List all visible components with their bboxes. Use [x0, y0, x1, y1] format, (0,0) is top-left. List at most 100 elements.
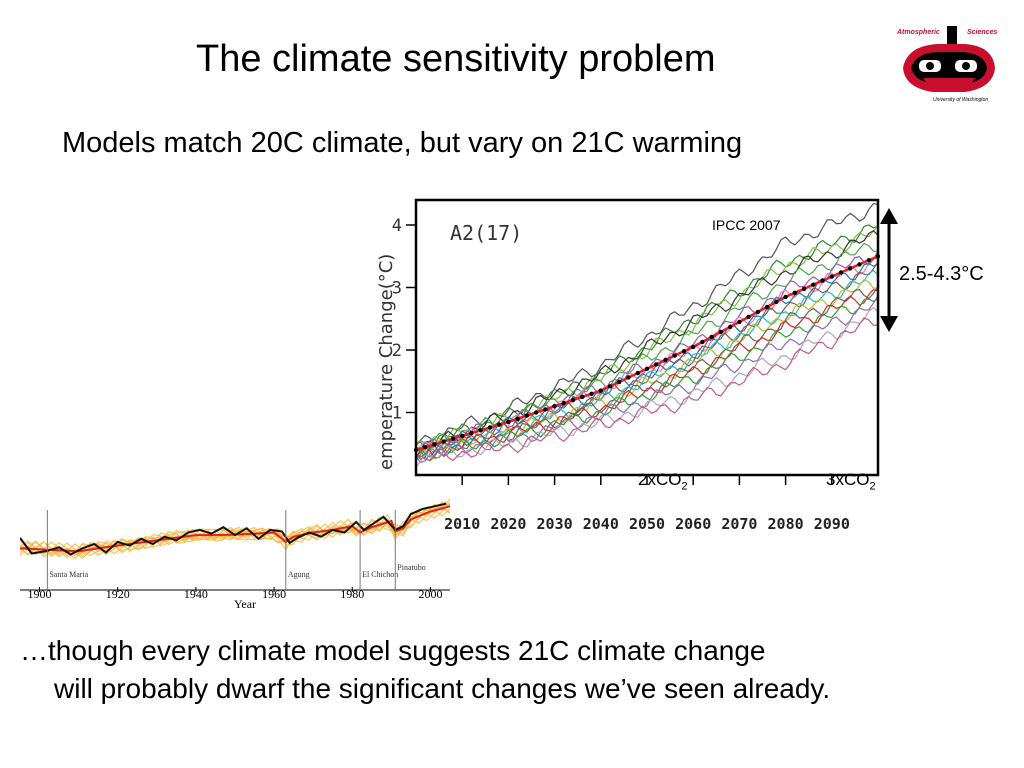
proj-ensemble-mean-point: [487, 425, 493, 430]
proj-ensemble-mean-point: [543, 407, 548, 412]
proj-ensemble-mean-point: [691, 344, 696, 350]
proj-y-tick-label: 3: [392, 279, 402, 299]
projection-temperature-chart: 1 2 3 4 2010 2020 2030 2040 2050 2060 2070 2080 2090…: [376, 198, 880, 533]
proj-x-tick-label: 2090: [814, 515, 850, 533]
proj-source-label: IPCC 2007: [712, 217, 781, 233]
proj-x-tick-label: 2040: [583, 515, 619, 533]
proj-model-line: [415, 295, 879, 464]
hist-volcano-label: Agung: [288, 570, 310, 579]
logo-text-right: Sciences: [967, 29, 997, 36]
proj-ensemble-mean-point: [533, 410, 539, 415]
proj-ensemble-mean-point: [792, 290, 797, 295]
proj-y-tick-label: 1: [392, 404, 402, 424]
proj-ensemble-mean-point: [552, 404, 557, 409]
proj-x-tick-label: 2060: [675, 515, 711, 533]
co2-2x-label: 2xCO2: [638, 470, 688, 493]
proj-model-line: [415, 261, 879, 461]
proj-ensemble-mean-point: [432, 442, 437, 447]
proj-ensemble-mean-point: [718, 329, 724, 335]
proj-ensemble-mean-point: [801, 286, 807, 291]
hist-volcano-label: Pinatubo: [397, 563, 425, 572]
proj-model-line: [415, 278, 879, 453]
proj-ensemble-mean-point: [626, 375, 631, 380]
proj-x-tick-label: 2030: [537, 515, 573, 533]
proj-ensemble-mean-point: [570, 397, 576, 403]
caption-line-1: …though every climate model suggests 21C…: [20, 635, 766, 666]
proj-ensemble-mean-point: [460, 433, 465, 439]
hist-x-tick-label: 2000: [418, 587, 442, 601]
proj-x-tick-label: 2020: [490, 515, 526, 533]
proj-y-tick-label: 2: [392, 341, 402, 361]
proj-ensemble-mean-point: [700, 339, 705, 345]
proj-ensemble-mean-point: [635, 370, 640, 376]
proj-ensemble-mean-point: [820, 278, 825, 283]
proj-x-tick-label: 2010: [444, 515, 480, 533]
hist-x-tick-label: 1960: [262, 587, 286, 601]
proj-ensemble-mean-point: [783, 294, 788, 300]
proj-ensemble-mean-point: [829, 274, 834, 279]
proj-ensemble-mean-point: [589, 391, 594, 396]
proj-ensemble-mean-point: [774, 299, 779, 305]
proj-ensemble-mean-point: [617, 379, 622, 385]
proj-ensemble-mean-point: [857, 262, 862, 267]
slide-title: The climate sensitivity problem: [196, 38, 716, 80]
proj-ensemble-mean-point: [497, 422, 502, 427]
hist-x-axis-label: Year: [234, 597, 256, 610]
proj-model-line: [415, 288, 879, 459]
logo-text-bottom: University of Washington: [933, 97, 988, 103]
proj-ensemble-mean-point: [423, 445, 428, 450]
proj-model-line: [415, 317, 879, 462]
raven-emblem-icon: [903, 26, 995, 92]
proj-ensemble-mean-point: [746, 314, 751, 320]
proj-ensemble-mean-point: [755, 309, 761, 315]
hist-ensemble-line: [20, 503, 450, 558]
proj-scenario-label: A2(17): [450, 221, 522, 245]
proj-model-line: [415, 229, 879, 459]
proj-ensemble-mean-point: [848, 266, 853, 271]
caption-line-2: will probably dwarf the significant chan…: [54, 673, 831, 704]
proj-ensemble-mean-point: [811, 282, 816, 287]
proj-ensemble-mean-point: [515, 416, 520, 421]
proj-ensemble-mean-point: [672, 353, 677, 358]
hist-x-tick-label: 1920: [106, 587, 130, 601]
slide-caption: …though every climate model suggests 21C…: [20, 632, 830, 708]
proj-ensemble-mean-point: [654, 362, 659, 367]
proj-ensemble-mean-point: [728, 324, 733, 330]
hist-volcano-label: Santa Maria: [49, 570, 88, 579]
proj-ensemble-mean-point: [450, 436, 456, 441]
proj-model-line: [415, 306, 879, 468]
hist-observed-line: [20, 502, 447, 556]
proj-ensemble-mean-point: [580, 394, 585, 400]
proj-ensemble-mean-point: [478, 428, 483, 433]
proj-ensemble-mean-point: [681, 349, 687, 354]
logo-text-left: Atmospheric: [896, 29, 940, 36]
proj-ensemble-mean-point: [709, 334, 714, 340]
warming-range-label: 2.5-4.3°C: [899, 263, 984, 285]
proj-ensemble-mean-point: [764, 304, 770, 310]
proj-ensemble-mean-point: [663, 357, 668, 363]
hist-ensemble-line: [20, 506, 450, 558]
co2-3x-label: 3xCO2: [826, 470, 876, 493]
proj-x-tick-label: 2070: [721, 515, 757, 533]
range-double-arrow-icon: [880, 208, 898, 332]
proj-ensemble-mean-point: [607, 384, 613, 389]
proj-ensemble-mean-point: [469, 430, 474, 436]
proj-y-tick-label: 4: [392, 216, 402, 236]
slide-subtitle: Models match 20C climate, but vary on 21…: [62, 127, 743, 159]
hist-volcano-label: El Chichon: [362, 570, 398, 579]
hist-x-tick-label: 1980: [340, 587, 364, 601]
hist-x-tick-label: 1940: [184, 587, 208, 601]
hist-x-tick-label: 1900: [28, 587, 52, 601]
proj-y-axis-label: emperature Change(°C): [376, 254, 397, 470]
proj-ensemble-mean-point: [644, 366, 650, 371]
atmospheric-sciences-logo: Atmospheric Sciences University of Washi…: [896, 26, 997, 103]
proj-ensemble-mean-point: [866, 258, 871, 263]
proj-model-line: [415, 242, 879, 446]
proj-ensemble-mean-point: [441, 439, 446, 444]
proj-ensemble-mean-point: [506, 419, 511, 425]
proj-ensemble-mean-point: [561, 400, 566, 406]
proj-ensemble-mean-point: [598, 388, 603, 393]
proj-x-tick-label: 2080: [768, 515, 804, 533]
proj-ensemble-mean-point: [524, 413, 530, 418]
